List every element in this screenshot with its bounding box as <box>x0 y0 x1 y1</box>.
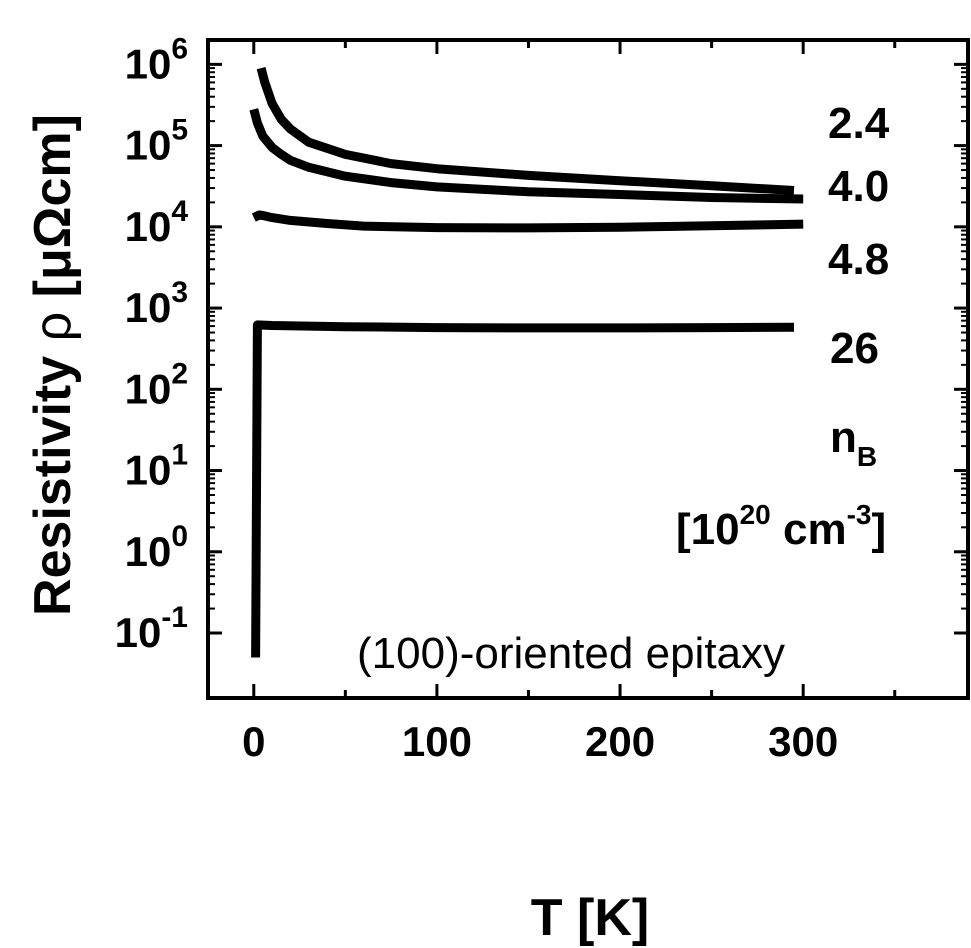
units-sup-20: 20 <box>740 499 771 530</box>
series-label-4.0: 4.0 <box>828 162 889 211</box>
orientation-annotation: (100)-oriented epitaxy <box>357 629 785 678</box>
y-tick-label: 104 <box>125 195 189 250</box>
series-line-2.4 <box>256 66 795 195</box>
legend-units: [1020 cm-3] <box>676 499 886 554</box>
y-tick-label: 101 <box>125 439 188 494</box>
series-line-4.8 <box>251 210 804 233</box>
x-tick-label: 200 <box>585 718 655 765</box>
units-mid: cm <box>771 505 847 554</box>
y-axis-title-symbol: ρ <box>24 312 82 342</box>
units-open: [10 <box>676 505 740 554</box>
plot-frame <box>206 38 970 700</box>
y-tick-label: 103 <box>125 276 188 331</box>
series-lines <box>249 66 804 658</box>
series-line-4.0 <box>249 108 804 204</box>
units-close: ] <box>871 505 886 554</box>
y-axis-ticks: 106 105 104 103 102 101 100 10-1 <box>115 32 968 656</box>
series-label-4.8: 4.8 <box>828 235 889 284</box>
series-label-26: 26 <box>830 324 879 373</box>
x-tick-label: 0 <box>242 718 265 765</box>
y-axis-title-suffix: [μΩcm] <box>24 114 82 312</box>
nb-main: n <box>830 413 857 462</box>
y-axis-title: Resistivity ρ [μΩcm] <box>24 114 82 616</box>
x-tick-label: 100 <box>402 718 472 765</box>
series-label-2.4: 2.4 <box>828 99 890 148</box>
x-axis-title: T [K] <box>531 889 649 947</box>
y-tick-label: 106 <box>125 32 188 87</box>
y-tick-label: 102 <box>125 357 188 412</box>
y-tick-label: 100 <box>125 520 188 575</box>
x-tick-label: 300 <box>768 718 838 765</box>
y-tick-label: 10-1 <box>115 601 188 656</box>
y-axis-title-prefix: Resistivity <box>24 341 82 616</box>
y-tick-label: 105 <box>125 114 188 169</box>
series-line-26 <box>251 320 795 658</box>
x-axis-ticks: 0 100 200 300 <box>242 40 897 765</box>
units-sup-neg3: -3 <box>847 499 872 530</box>
nb-sub: B <box>857 441 877 472</box>
legend-title-nb: nB <box>830 413 877 472</box>
